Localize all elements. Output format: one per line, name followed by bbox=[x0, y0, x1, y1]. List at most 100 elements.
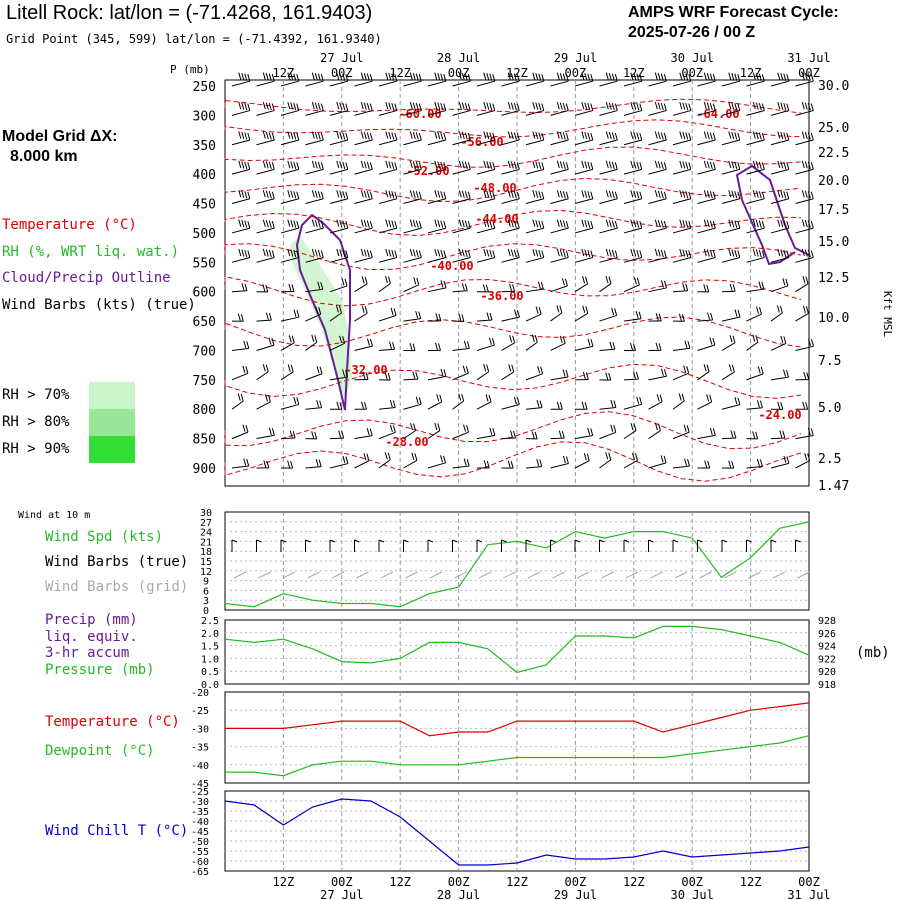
wind-barb-flag bbox=[801, 131, 805, 139]
wind-barb-flag bbox=[320, 162, 324, 170]
surface-barb-grid bbox=[650, 571, 663, 579]
wind-barb-flag bbox=[387, 452, 391, 460]
wind-barb-flag bbox=[409, 72, 413, 80]
wind-barb-flag bbox=[336, 131, 340, 139]
wind-barb-flag bbox=[782, 278, 786, 286]
wind-barb-flag bbox=[465, 366, 469, 374]
wind-barb-flag bbox=[288, 335, 292, 343]
wind-barb-flag bbox=[415, 161, 419, 169]
wind-barb-flag bbox=[559, 249, 563, 257]
wind-barb-flag bbox=[731, 249, 735, 257]
wind-barb-flag bbox=[388, 73, 392, 81]
bottom-time-tick: 12Z bbox=[273, 875, 295, 889]
wind-barb-flag bbox=[345, 74, 349, 82]
wind-barb-flag bbox=[271, 338, 275, 346]
wind-barb-flag bbox=[565, 191, 569, 199]
wind-barb-flag bbox=[418, 311, 422, 319]
height-tick: 5.0 bbox=[818, 401, 841, 416]
wind-barb-flag bbox=[804, 131, 808, 140]
wind-barb-flag bbox=[437, 190, 441, 198]
legend-temperature: Temperature (°C) bbox=[2, 217, 137, 233]
temperature-contour-label: -28.00 bbox=[385, 435, 428, 449]
wind-barb-shaft bbox=[525, 373, 543, 381]
wind-barb-shaft bbox=[452, 431, 469, 440]
wind-barb-flag bbox=[786, 250, 790, 258]
wind-barb-flag bbox=[443, 280, 447, 288]
wind-barb-flag bbox=[394, 250, 398, 258]
pressure-tick-right: 922 bbox=[818, 654, 836, 665]
wind-barb-flag bbox=[415, 371, 419, 380]
wind-barb-flag bbox=[541, 191, 545, 199]
wind-barb-flag bbox=[608, 190, 612, 198]
wind-barb-flag bbox=[562, 73, 566, 81]
wind-barb-shaft bbox=[770, 376, 789, 381]
wind-barb-flag bbox=[611, 102, 615, 111]
wind-barb-shaft bbox=[550, 437, 565, 440]
wind-barb-flag bbox=[808, 338, 811, 346]
wind-barb-flag bbox=[559, 102, 563, 110]
surface-barb-true-flag bbox=[476, 539, 483, 543]
wind-barb-shaft bbox=[452, 110, 471, 116]
wind-barb-shaft bbox=[403, 139, 422, 146]
wind-barb-flag bbox=[706, 394, 710, 402]
wind-barb-flag bbox=[267, 394, 271, 402]
wind-barb-flag bbox=[658, 313, 662, 322]
surface-barb-grid bbox=[331, 571, 345, 579]
wind-barb-flag bbox=[514, 309, 517, 317]
wind-barb-flag bbox=[685, 283, 689, 291]
wind-barb-shaft bbox=[721, 371, 735, 381]
wind-barb-flag bbox=[712, 428, 716, 436]
wind-barb-shaft bbox=[256, 257, 275, 263]
wind-barb-flag bbox=[654, 248, 658, 257]
wind-barb-flag bbox=[262, 72, 266, 80]
wind-barb-flag bbox=[737, 191, 741, 199]
wind-barb-flag bbox=[488, 394, 492, 402]
wind-barb-flag bbox=[437, 131, 441, 140]
wind-barb-flag bbox=[363, 102, 367, 110]
wind-barb-flag bbox=[562, 191, 566, 199]
legend-precip-accum: 3-hr accum bbox=[45, 645, 130, 661]
wind-barb-flag bbox=[663, 132, 667, 141]
wind-barb-flag bbox=[342, 161, 346, 169]
wind-barb-flag bbox=[415, 396, 419, 404]
wind-barb-flag bbox=[311, 219, 315, 227]
wind-barb-flag bbox=[412, 371, 416, 379]
wind-barb-flag bbox=[489, 427, 493, 435]
wind-barb-flag bbox=[783, 132, 787, 140]
surface-barb-true-flag bbox=[648, 539, 654, 543]
wind-barb-flag bbox=[293, 161, 297, 169]
wind-barb-shaft bbox=[697, 227, 716, 234]
wind-barb-flag bbox=[336, 401, 340, 409]
wind-barb-flag bbox=[587, 249, 591, 258]
wind-barb-shaft bbox=[746, 139, 765, 146]
wind-barb-flag bbox=[461, 190, 465, 198]
wind-barb-flag bbox=[443, 162, 447, 170]
height-axis-label: Kft MSL bbox=[881, 291, 894, 338]
wind-barb-flag bbox=[361, 305, 365, 313]
wind-barb-flag bbox=[678, 313, 682, 321]
surface-barb-true-flag bbox=[427, 539, 434, 543]
wind-barb-flag bbox=[464, 191, 468, 199]
wind-barb-flag bbox=[586, 453, 590, 461]
wind-barb-shaft bbox=[574, 435, 593, 440]
wind-barb-shaft bbox=[525, 168, 544, 175]
wind-barb-shaft bbox=[599, 459, 612, 469]
wind-barb-shaft bbox=[378, 314, 397, 322]
wind-barb-flag bbox=[605, 101, 609, 110]
top-time-tick: 12Z bbox=[389, 66, 411, 80]
wind-barb-flag bbox=[584, 73, 588, 81]
wind-barb-flag bbox=[712, 337, 716, 346]
surface-barb-grid bbox=[478, 571, 492, 579]
wind-barb-flag bbox=[759, 400, 763, 408]
wind-barb-flag bbox=[464, 220, 468, 228]
wind-barb-flag bbox=[369, 162, 373, 170]
wind-barb-flag bbox=[463, 424, 467, 432]
wind-barb-flag bbox=[709, 394, 713, 403]
wind-barb-flag bbox=[731, 219, 735, 228]
wind-barb-shaft bbox=[648, 287, 667, 293]
wind-barb-flag bbox=[559, 190, 563, 198]
wind-barb-flag bbox=[507, 190, 511, 198]
wind-barb-flag bbox=[510, 460, 514, 469]
wind-barb-flag bbox=[712, 132, 716, 141]
wind-barb-shaft bbox=[697, 319, 713, 322]
